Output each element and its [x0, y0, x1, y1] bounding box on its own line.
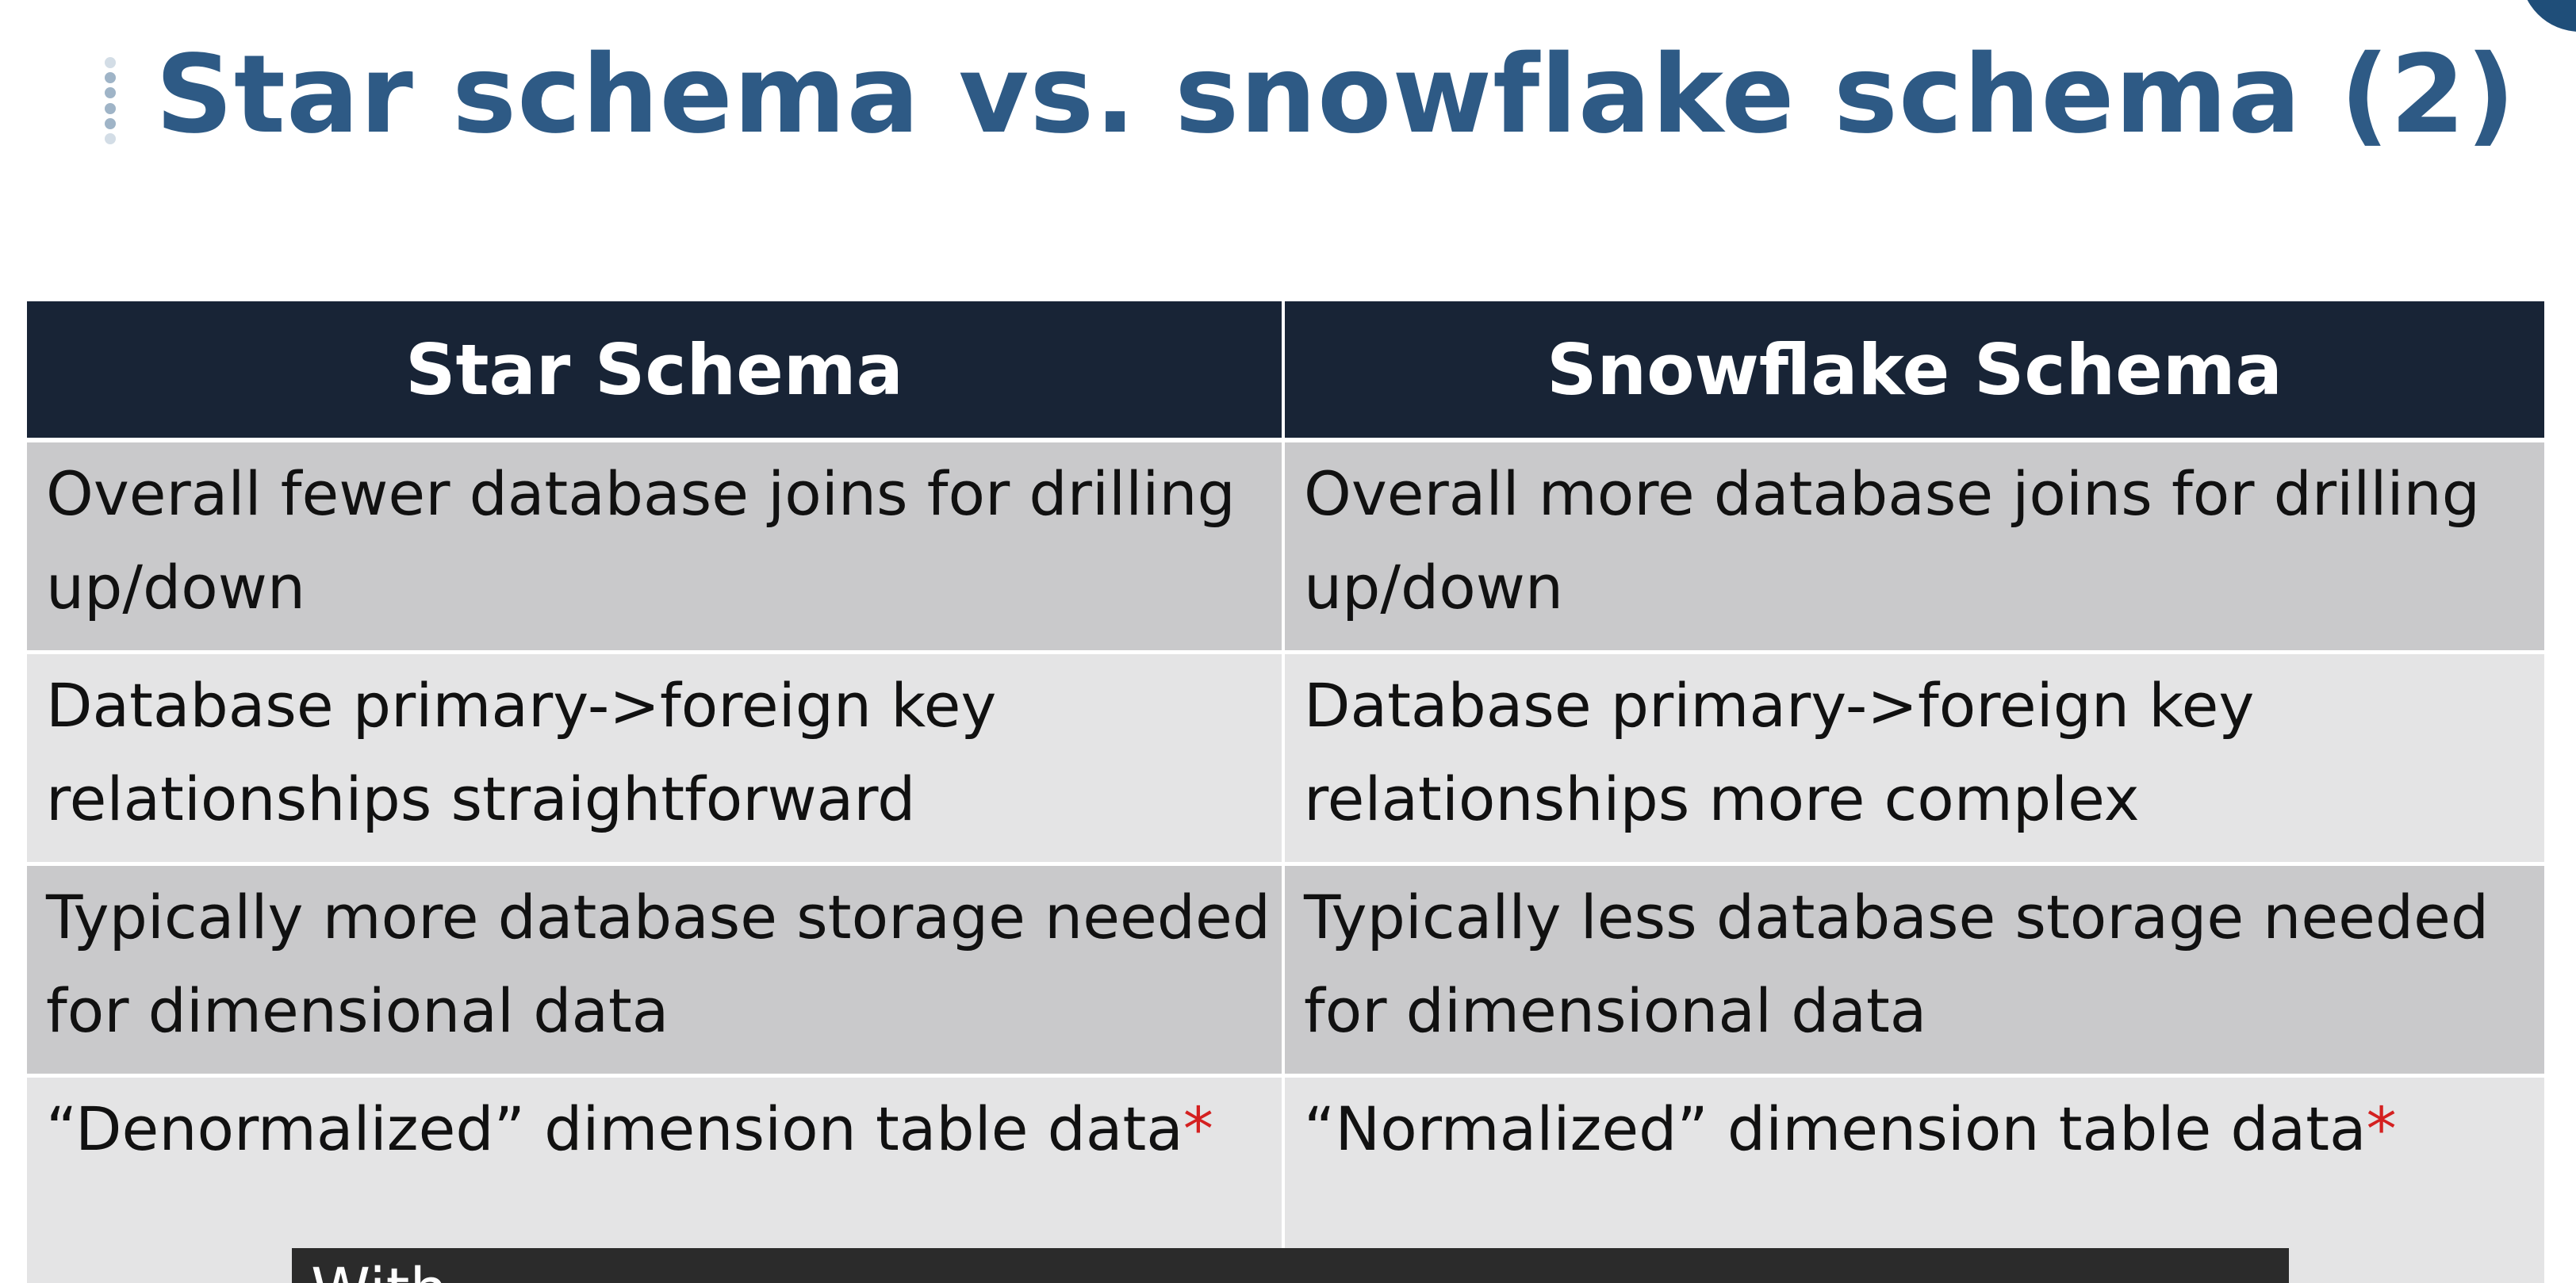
caption-bar: With: [292, 1248, 2289, 1283]
asterisk-marker: *: [2366, 1093, 2397, 1164]
caption-text: With: [311, 1254, 448, 1283]
corner-decoration: [2520, 0, 2576, 32]
table-row: Database primary->foreign key relationsh…: [27, 654, 2544, 866]
star-cell: Database primary->foreign key relationsh…: [27, 654, 1285, 866]
snowflake-cell-text: Database primary->foreign key relationsh…: [1304, 670, 2255, 834]
table-row: Overall fewer database joins for drillin…: [27, 442, 2544, 654]
snowflake-cell-text: “Normalized” dimension table data: [1304, 1093, 2367, 1164]
header-star-schema: Star Schema: [27, 301, 1285, 442]
snowflake-cell-text: Typically less database storage needed f…: [1304, 882, 2490, 1046]
asterisk-marker: *: [1183, 1093, 1213, 1164]
header-snowflake-schema: Snowflake Schema: [1285, 301, 2544, 442]
star-cell-text: Database primary->foreign key relationsh…: [46, 670, 997, 834]
table-header-row: Star Schema Snowflake Schema: [27, 301, 2544, 442]
snowflake-cell-text: Overall more database joins for drilling…: [1304, 458, 2480, 622]
star-cell: Overall fewer database joins for drillin…: [27, 442, 1285, 654]
table-row: Typically more database storage needed f…: [27, 866, 2544, 1078]
snowflake-cell: Typically less database storage needed f…: [1285, 866, 2544, 1078]
star-cell: Typically more database storage needed f…: [27, 866, 1285, 1078]
snowflake-cell: Database primary->foreign key relationsh…: [1285, 654, 2544, 866]
snowflake-cell: Overall more database joins for drilling…: [1285, 442, 2544, 654]
title-bullet-icon: [103, 57, 117, 144]
star-cell-text: Overall fewer database joins for drillin…: [46, 458, 1236, 622]
comparison-table: Star Schema Snowflake Schema Overall few…: [27, 301, 2544, 1283]
star-cell-text: Typically more database storage needed f…: [46, 882, 1271, 1046]
slide-title: Star schema vs. snowflake schema (2): [155, 33, 2517, 158]
star-cell-text: “Denormalized” dimension table data: [46, 1093, 1183, 1164]
